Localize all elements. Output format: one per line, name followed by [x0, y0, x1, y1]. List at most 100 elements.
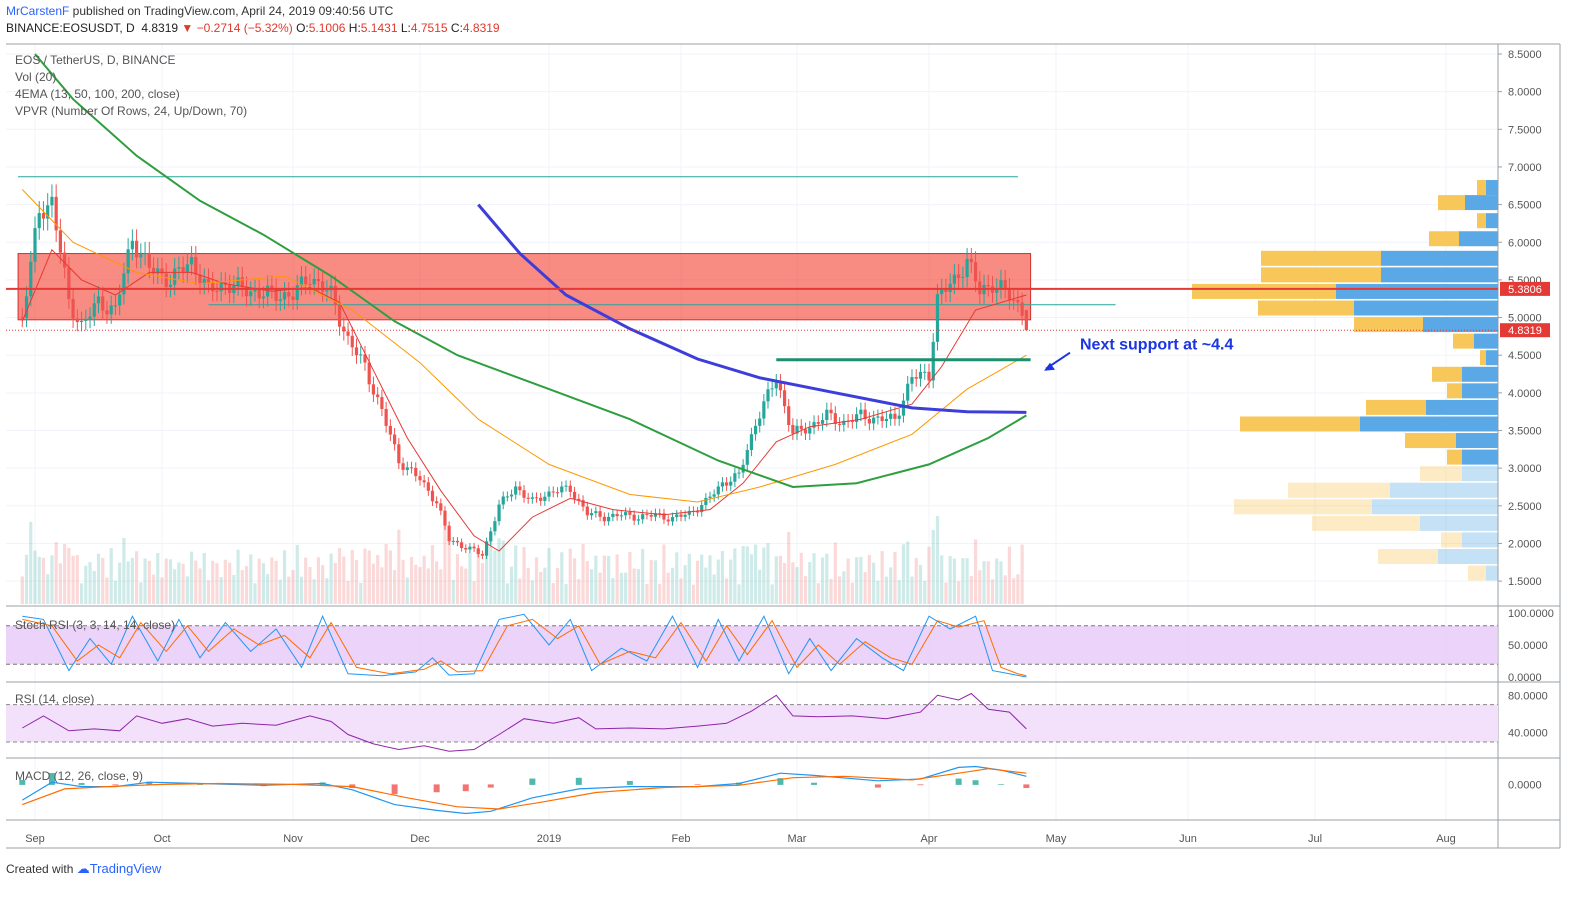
candle-body: [641, 514, 645, 520]
volume-bar: [505, 583, 509, 604]
time-tick-label: Aug: [1436, 833, 1456, 845]
candle-body: [484, 541, 489, 556]
candle-body: [572, 491, 577, 499]
candle-body: [451, 540, 455, 542]
time-tick-label: May: [1046, 833, 1067, 845]
volume-bar: [632, 568, 636, 604]
volume-bar: [460, 566, 464, 604]
candle-body: [670, 517, 675, 522]
candle-body: [687, 510, 691, 515]
volume-bar: [910, 576, 914, 604]
volume-bar: [803, 576, 808, 604]
candle-body: [918, 371, 923, 379]
ema200-line: [477, 203, 1027, 414]
ema50-line: [21, 189, 1027, 503]
last-price-tag-label: 4.8319: [1508, 325, 1542, 337]
author-link[interactable]: MrCarstenF: [6, 4, 70, 18]
candle-body: [961, 277, 965, 279]
candle-body: [720, 482, 725, 487]
volume-bar: [397, 529, 401, 604]
macd-histogram-bar: [997, 784, 1004, 785]
candle-body: [401, 463, 405, 470]
vp-down-bar: [1477, 213, 1486, 229]
volume-bar: [455, 554, 460, 604]
volume-bar: [893, 551, 897, 604]
volume-bar: [215, 563, 219, 604]
volume-bar: [282, 550, 287, 604]
time-tick-label: Jun: [1179, 833, 1197, 845]
candle-body: [518, 486, 522, 491]
volume-bar: [658, 583, 662, 604]
candle-body: [724, 482, 729, 486]
time-tick-label: 2019: [537, 833, 561, 845]
volume-bar: [308, 567, 312, 604]
candle-body: [206, 278, 211, 283]
volume-bar: [799, 552, 803, 604]
candle-body: [1003, 280, 1007, 289]
candle-body: [96, 296, 101, 304]
volume-bar: [733, 548, 737, 604]
price-tick-label: 7.5000: [1508, 124, 1542, 136]
volume-bar: [889, 567, 893, 604]
down-triangle-icon: ▼: [181, 21, 194, 35]
price-tick-label: 6.5000: [1508, 200, 1542, 212]
volume-bar: [999, 561, 1003, 604]
volume-bar: [683, 565, 687, 604]
candle-body: [185, 264, 189, 273]
volume-bar: [1003, 575, 1007, 604]
volume-bar: [791, 562, 795, 604]
volume-bar: [1007, 546, 1012, 604]
macd-histogram-bar: [197, 784, 204, 785]
volume-bar: [774, 556, 778, 604]
tradingview-logo-icon: ☁: [76, 861, 90, 876]
volume-bar: [737, 584, 741, 604]
volume-bar: [522, 547, 526, 604]
candle-body: [581, 500, 585, 507]
candle-body: [447, 525, 451, 542]
volume-bar: [96, 553, 101, 604]
candle-body: [526, 497, 530, 499]
price-tick-label: 2.0000: [1508, 538, 1542, 550]
candle-body: [354, 347, 359, 356]
ema13-line: [21, 248, 1027, 552]
candle-body: [914, 377, 918, 379]
candle-body: [872, 417, 876, 424]
candle-body: [1024, 309, 1028, 331]
candle-body: [820, 420, 825, 424]
vp-down-bar: [1447, 449, 1462, 465]
candle-body: [244, 286, 249, 297]
candle-body: [393, 434, 397, 445]
candle-body: [944, 288, 948, 293]
candle-body: [67, 267, 71, 299]
candle-body: [430, 490, 435, 502]
candle-body: [850, 420, 854, 422]
vp-down-bar: [1258, 300, 1354, 316]
volume-bar: [636, 569, 641, 604]
volume-bar: [876, 580, 880, 604]
volume-bar: [749, 554, 754, 604]
volume-bar: [278, 579, 282, 604]
tradingview-brand[interactable]: TradingView: [89, 861, 162, 876]
volume-bar: [641, 549, 645, 604]
candle-body: [278, 299, 282, 301]
volume-bar: [435, 561, 439, 604]
candle-body: [312, 278, 316, 285]
candle-body: [50, 196, 54, 206]
volume-bar: [837, 576, 842, 604]
change-value: −0.2714 (−5.32%): [196, 21, 293, 35]
volume-bar: [37, 556, 41, 604]
candle-body: [842, 420, 846, 425]
candle-body: [295, 285, 299, 300]
candle-body: [79, 320, 84, 323]
price-series: [20, 184, 1028, 560]
candle-body: [770, 388, 774, 390]
candle-body: [867, 419, 871, 424]
stoch-d-line: [22, 618, 1027, 677]
volume-profile: [1192, 180, 1498, 581]
candle-body: [113, 305, 118, 307]
volume-bar: [139, 582, 143, 604]
candle-body: [380, 397, 384, 409]
candle-body: [594, 511, 598, 514]
candle-body: [84, 318, 88, 321]
